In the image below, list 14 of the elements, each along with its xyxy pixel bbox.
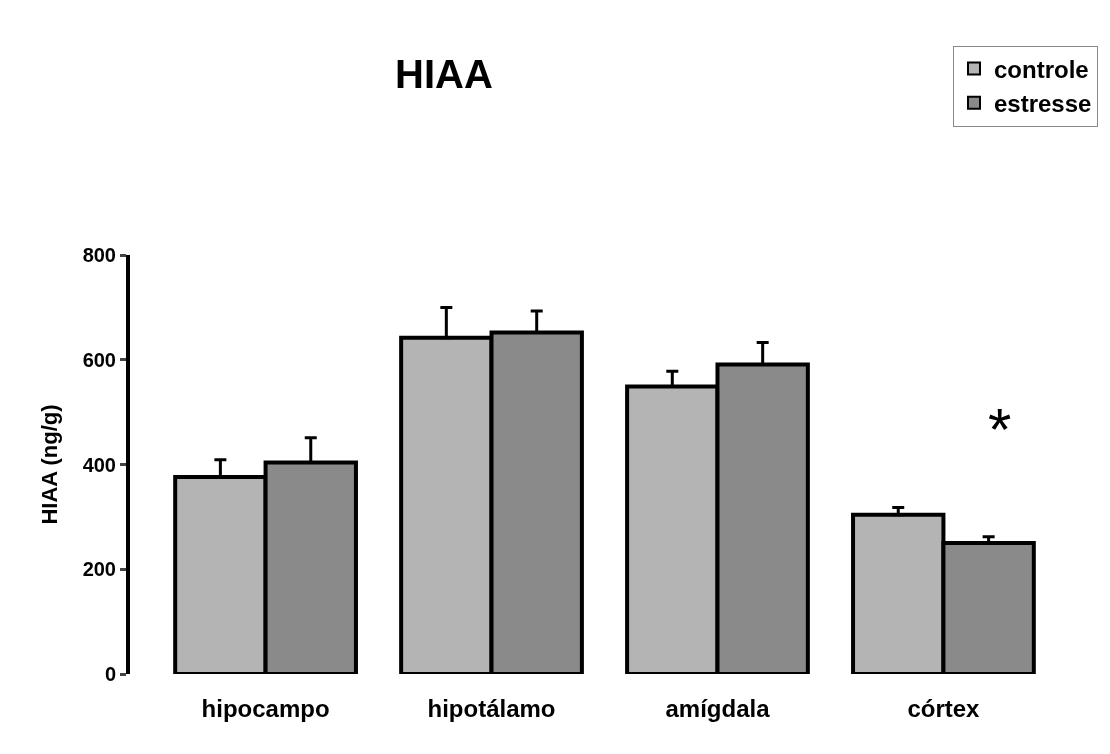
- y-tick-label: 0: [104, 663, 116, 685]
- x-tick-label: hipotálamo: [427, 695, 556, 722]
- x-tick-label: amígdala: [665, 695, 771, 722]
- y-tick-label: 800: [82, 244, 116, 266]
- y-tick-label: 600: [82, 348, 116, 371]
- x-tick-label: hipocampo: [201, 695, 330, 722]
- annotation: *: [988, 396, 1012, 463]
- legend-label: controle: [993, 55, 1089, 83]
- legend-label: estresse: [993, 90, 1092, 118]
- y-axis-title: HIAA (ng/g): [36, 404, 62, 525]
- y-tick-label: 200: [82, 558, 116, 581]
- x-tick-label: córtex: [907, 695, 981, 722]
- y-tick-label: 400: [82, 453, 116, 476]
- chart-title: HIAA: [395, 52, 493, 97]
